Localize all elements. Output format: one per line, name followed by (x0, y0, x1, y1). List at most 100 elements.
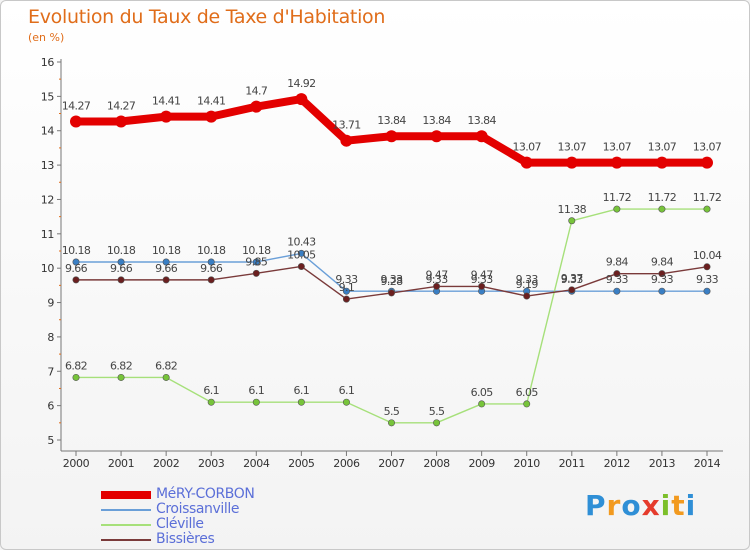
series-point (520, 156, 533, 169)
series-point (207, 276, 215, 284)
series-point (115, 115, 128, 128)
data-label: 9.33 (651, 273, 674, 286)
series-point (475, 130, 488, 143)
data-label: 9.33 (471, 273, 494, 286)
chart-unit-label: (en %) (28, 31, 65, 44)
y-tick-label: 9 (47, 297, 54, 310)
series-point (70, 115, 82, 128)
series-point (72, 276, 80, 284)
data-label: 11.72 (648, 191, 677, 204)
series-point (117, 258, 125, 266)
series-point (297, 262, 305, 270)
data-label: 13.07 (558, 141, 587, 154)
y-tick-label: 8 (47, 331, 54, 344)
series-point (613, 270, 621, 278)
series-point (478, 282, 486, 290)
data-label: 6.82 (155, 359, 177, 372)
series-point (568, 217, 576, 225)
series-point (478, 400, 486, 408)
x-tick-label: 2006 (333, 457, 360, 470)
chart-legend: MéRY-CORBON Croissanville Cléville Bissière… (101, 487, 341, 547)
legend-swatch (101, 539, 151, 541)
data-label: 14.41 (152, 95, 181, 108)
legend-swatch (101, 524, 151, 526)
data-label: 9.33 (426, 273, 449, 286)
data-label: 14.92 (287, 77, 316, 90)
series-point (252, 258, 260, 266)
series-point (703, 287, 711, 295)
data-label: 13.07 (512, 141, 541, 154)
y-tick-label: 6 (47, 400, 54, 413)
legend-item: Bissières (101, 532, 341, 547)
series-point (565, 156, 578, 169)
series-point (162, 258, 170, 266)
series-point (523, 292, 531, 300)
series-point (387, 419, 395, 427)
data-label: 9.37 (561, 272, 584, 285)
series-point (297, 249, 305, 257)
data-label: 14.41 (197, 95, 226, 108)
series-point (655, 156, 668, 169)
data-label: 10.04 (693, 249, 722, 262)
x-tick-label: 2005 (288, 457, 315, 470)
series-line-2 (75, 208, 708, 424)
data-label: 9.84 (651, 256, 674, 269)
series-point (568, 286, 576, 294)
chart-title: Evolution du Taux de Taxe d'Habitation (28, 6, 386, 28)
series-point (117, 276, 125, 284)
legend-swatch (101, 509, 151, 511)
data-label: 13.84 (377, 114, 406, 127)
x-tick-label: 2000 (63, 457, 90, 470)
data-label: 14.7 (245, 85, 268, 98)
data-label: 10.43 (287, 235, 316, 248)
data-label: 6.05 (471, 386, 494, 399)
series-point (162, 373, 170, 381)
data-label: 9.47 (426, 268, 449, 281)
series-point (340, 134, 353, 147)
data-label: 9.66 (155, 262, 178, 275)
y-tick-label: 7 (47, 365, 54, 378)
y-tick-label: 11 (41, 228, 54, 241)
legend-item: Croissanville (101, 502, 341, 517)
x-tick-label: 2004 (243, 457, 270, 470)
y-tick-label: 10 (41, 262, 55, 275)
data-label: 6.1 (294, 384, 310, 397)
data-label: 13.07 (648, 141, 677, 154)
series-point (342, 398, 350, 406)
data-label: 9.1 (339, 281, 355, 294)
series-point (72, 373, 80, 381)
x-tick-label: 2007 (378, 457, 405, 470)
data-label: 6.82 (110, 359, 132, 372)
data-label: 10.18 (62, 244, 91, 257)
data-label: 9.33 (380, 273, 403, 286)
data-label: 9.47 (471, 268, 494, 281)
data-label: 13.71 (332, 119, 361, 132)
series-point (703, 205, 711, 213)
series-point (613, 205, 621, 213)
data-label: 6.82 (65, 359, 87, 372)
legend-item: Cléville (101, 517, 341, 532)
series-point (160, 110, 173, 123)
series-point (701, 156, 713, 169)
x-tick-label: 2012 (604, 457, 630, 470)
legend-label: Croissanville (156, 501, 240, 517)
legend-swatch (101, 491, 151, 499)
series-point (207, 398, 215, 406)
y-tick-label: 13 (41, 159, 55, 172)
data-label: 10.18 (107, 244, 136, 257)
data-label: 6.1 (248, 384, 264, 397)
x-tick-label: 2002 (153, 457, 179, 470)
series-point (207, 258, 215, 266)
data-label: 9.66 (200, 262, 223, 275)
data-label: 9.33 (561, 273, 584, 286)
data-label: 13.07 (603, 141, 632, 154)
x-tick-label: 2013 (649, 457, 676, 470)
data-label: 9.33 (696, 273, 719, 286)
data-label: 13.84 (467, 114, 496, 127)
series-point (613, 287, 621, 295)
data-label: 13.07 (693, 141, 722, 154)
series-point (295, 93, 308, 106)
data-label: 6.05 (516, 386, 539, 399)
data-label: 10.18 (152, 244, 181, 257)
